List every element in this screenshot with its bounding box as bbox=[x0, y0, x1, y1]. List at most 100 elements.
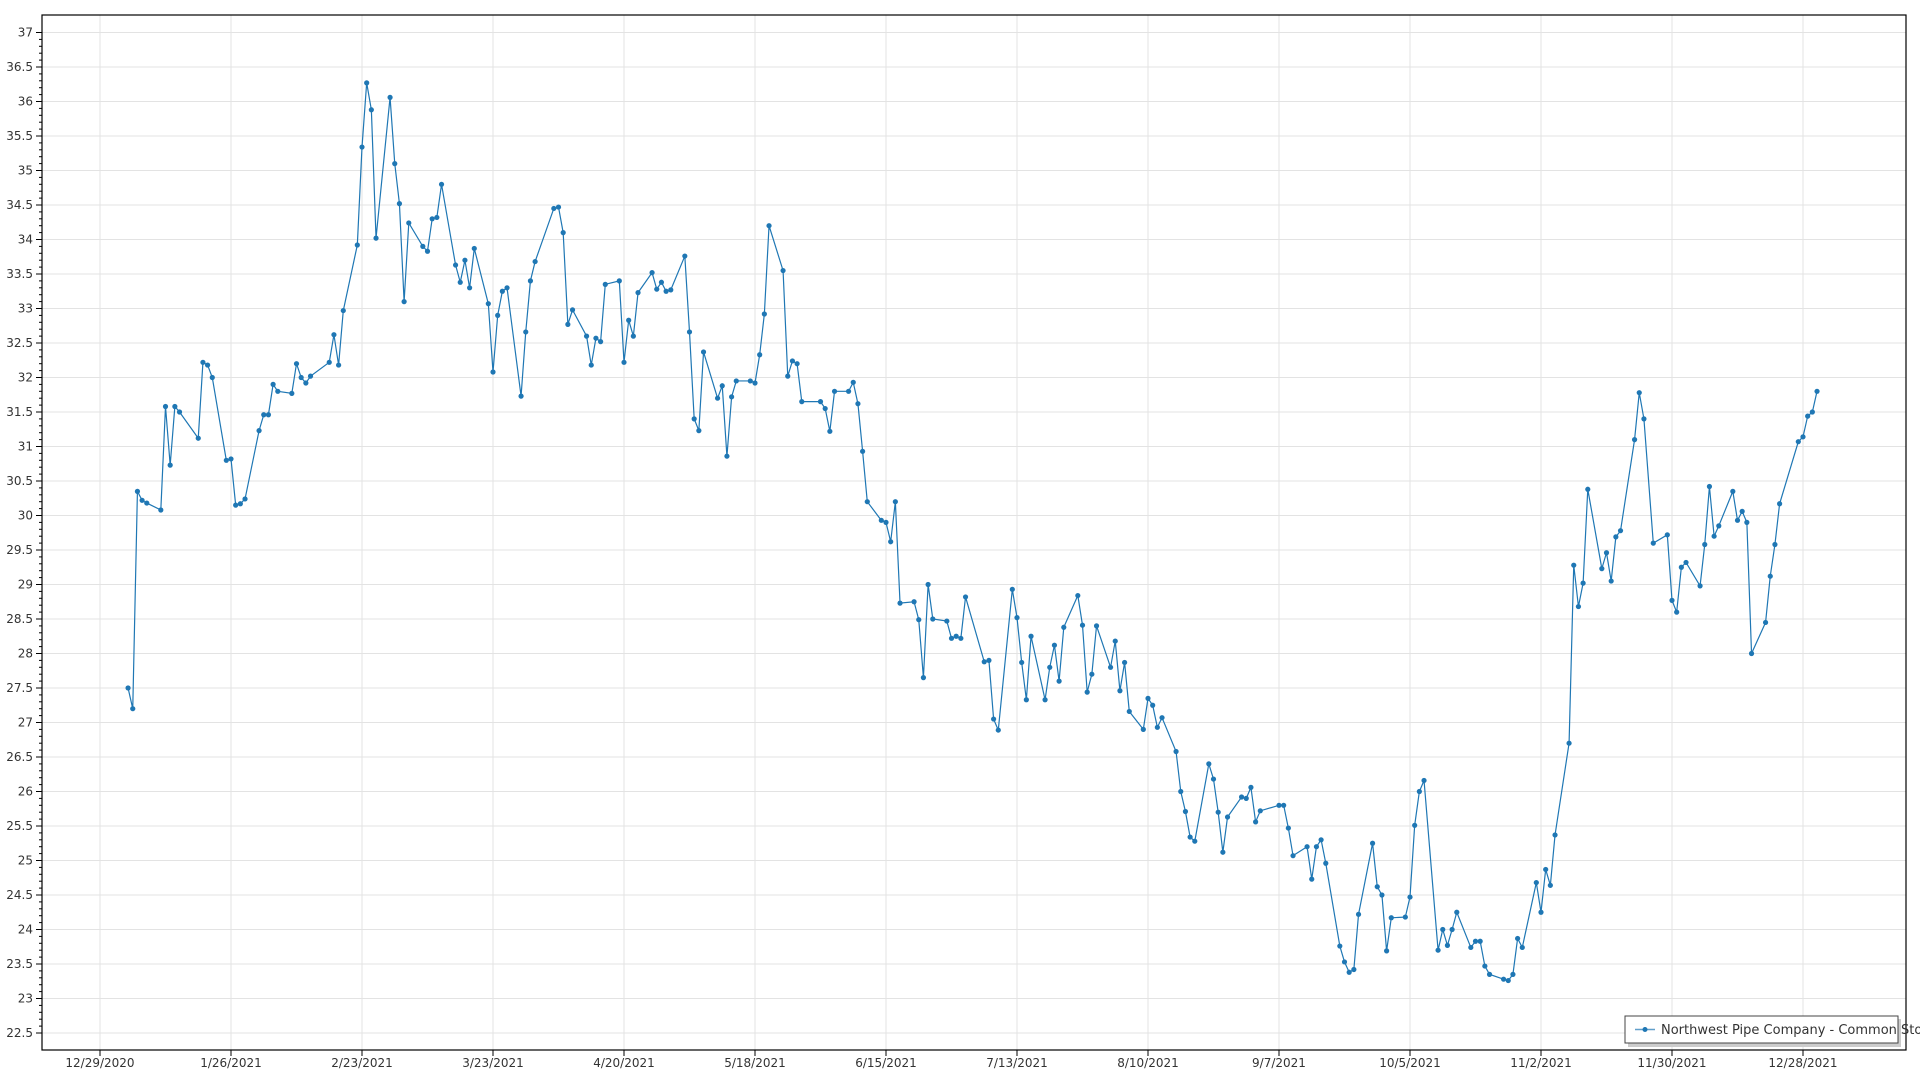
x-tick-label: 2/23/2021 bbox=[331, 1056, 393, 1070]
x-tick-label: 8/10/2021 bbox=[1117, 1056, 1179, 1070]
data-point bbox=[1248, 784, 1254, 790]
data-point bbox=[860, 448, 866, 454]
data-point bbox=[270, 381, 276, 387]
data-point bbox=[747, 378, 753, 384]
data-point bbox=[691, 416, 697, 422]
data-point bbox=[649, 270, 655, 276]
data-point bbox=[1117, 688, 1123, 694]
data-point bbox=[1019, 659, 1025, 666]
data-point bbox=[326, 359, 332, 365]
data-point bbox=[1795, 439, 1801, 445]
data-point bbox=[1122, 659, 1128, 666]
data-point bbox=[467, 285, 473, 291]
data-point bbox=[1533, 879, 1539, 886]
data-point bbox=[682, 253, 688, 259]
data-point bbox=[602, 281, 608, 287]
x-tick-label: 11/30/2021 bbox=[1637, 1056, 1706, 1070]
data-point bbox=[1571, 562, 1577, 568]
data-point bbox=[1585, 486, 1591, 492]
data-point bbox=[1716, 523, 1722, 529]
legend: Northwest Pipe Company - Common Stock bbox=[1624, 1015, 1920, 1047]
data-point bbox=[1173, 748, 1179, 755]
data-point bbox=[785, 373, 791, 379]
data-point bbox=[471, 245, 477, 252]
data-point bbox=[588, 362, 594, 368]
data-point bbox=[593, 335, 599, 341]
data-point bbox=[729, 394, 735, 400]
data-point bbox=[1388, 915, 1394, 921]
data-point bbox=[490, 369, 496, 375]
data-point bbox=[396, 201, 403, 207]
data-point bbox=[1341, 959, 1348, 965]
data-point bbox=[686, 329, 693, 335]
data-point bbox=[1257, 808, 1263, 814]
data-point bbox=[1215, 809, 1221, 815]
data-point bbox=[1051, 642, 1058, 648]
data-point bbox=[888, 539, 894, 545]
data-point bbox=[200, 359, 206, 365]
data-point bbox=[158, 507, 164, 513]
data-point bbox=[1486, 971, 1493, 977]
x-tick-label: 1/26/2021 bbox=[200, 1056, 262, 1070]
data-point bbox=[1678, 564, 1684, 570]
y-tick-label: 26.5 bbox=[6, 750, 33, 764]
y-tick-label: 27 bbox=[18, 716, 33, 730]
data-point bbox=[1636, 390, 1642, 396]
y-tick-label: 34.5 bbox=[6, 198, 33, 212]
data-point bbox=[130, 706, 136, 712]
data-point bbox=[462, 257, 468, 263]
data-point bbox=[354, 242, 360, 248]
data-point bbox=[1613, 534, 1619, 540]
y-tick-label: 27.5 bbox=[6, 681, 33, 695]
data-point bbox=[1023, 697, 1029, 703]
y-tick-label: 36 bbox=[18, 95, 33, 109]
data-point bbox=[1042, 697, 1048, 703]
data-point bbox=[920, 675, 927, 681]
data-point bbox=[635, 290, 641, 296]
data-point bbox=[766, 223, 772, 229]
y-tick-label: 32 bbox=[18, 371, 33, 385]
data-point bbox=[1159, 715, 1165, 721]
data-point bbox=[1346, 969, 1352, 975]
data-point bbox=[1089, 671, 1095, 677]
data-point bbox=[209, 374, 215, 381]
data-point bbox=[1290, 853, 1296, 859]
data-point bbox=[368, 107, 374, 113]
data-point bbox=[1145, 695, 1151, 701]
y-tick-label: 22.5 bbox=[6, 1026, 33, 1040]
data-point bbox=[373, 235, 379, 241]
data-point bbox=[1631, 437, 1638, 443]
x-tick-label: 12/28/2021 bbox=[1768, 1056, 1837, 1070]
data-point bbox=[986, 657, 992, 664]
data-point bbox=[621, 359, 627, 365]
data-point bbox=[1543, 866, 1549, 873]
data-point bbox=[1674, 609, 1680, 615]
data-point bbox=[139, 497, 145, 503]
data-point bbox=[1079, 622, 1086, 628]
data-point bbox=[1440, 926, 1446, 933]
data-point bbox=[1800, 434, 1806, 440]
x-tick-label: 6/15/2021 bbox=[855, 1056, 917, 1070]
data-point bbox=[1318, 837, 1324, 843]
data-point bbox=[1664, 532, 1670, 538]
y-tick-label: 32.5 bbox=[6, 336, 33, 350]
data-point bbox=[1304, 844, 1310, 850]
data-point bbox=[1084, 689, 1090, 695]
data-point bbox=[831, 388, 838, 394]
data-point bbox=[663, 288, 669, 294]
data-point bbox=[911, 599, 917, 605]
data-point bbox=[1449, 926, 1455, 933]
data-point bbox=[714, 395, 721, 401]
y-tick-label: 36.5 bbox=[6, 60, 33, 74]
data-point bbox=[1187, 834, 1193, 840]
y-tick-label: 24 bbox=[18, 923, 33, 937]
data-point bbox=[1515, 935, 1521, 942]
data-point bbox=[424, 248, 431, 254]
data-point bbox=[1238, 794, 1245, 800]
data-point bbox=[307, 373, 314, 379]
data-point bbox=[233, 502, 239, 508]
data-point bbox=[1711, 533, 1717, 539]
x-tick-label: 4/20/2021 bbox=[593, 1056, 655, 1070]
data-point bbox=[1210, 776, 1217, 782]
